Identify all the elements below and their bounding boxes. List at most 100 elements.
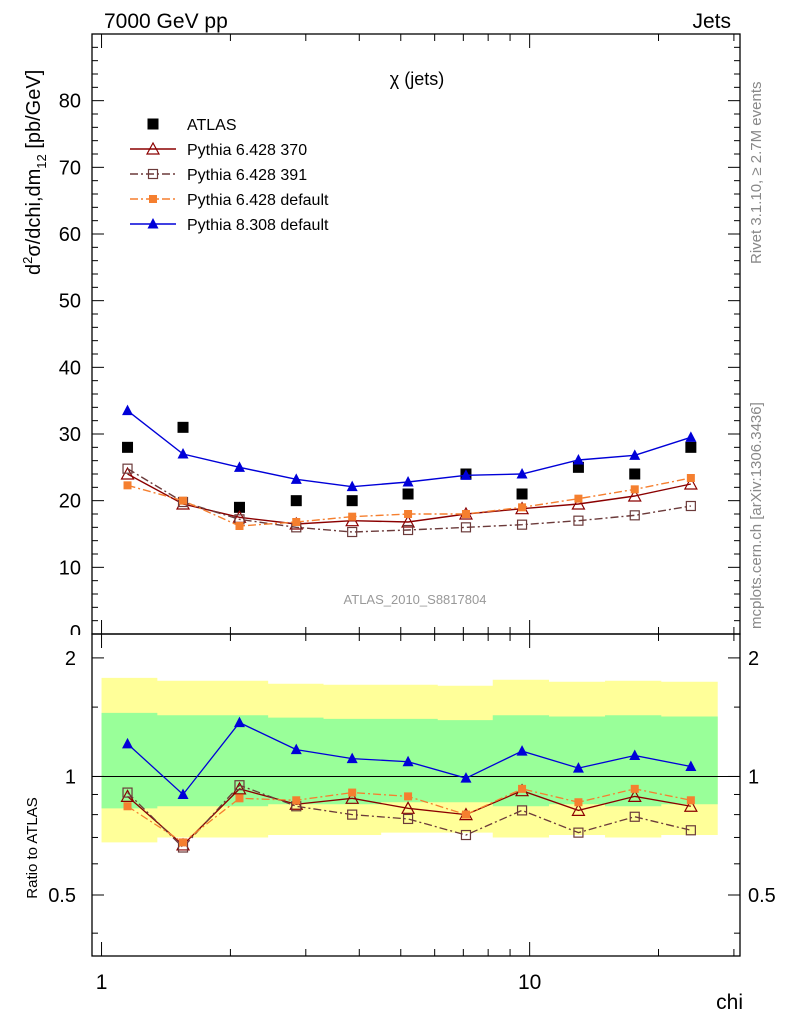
ratio-point-p6_370-10: [683, 799, 698, 812]
main-point-p6_391-5: [402, 524, 414, 536]
main-point-atlas-10: [685, 441, 697, 453]
x-axis-label: chi: [716, 991, 743, 1014]
ratio-line-p6_370: [127, 788, 691, 846]
header-right: Jets: [692, 10, 731, 33]
legend-marker-atlas: [147, 118, 159, 130]
main-point-atlas-1: [177, 421, 189, 433]
legend-marker-p6_391: [147, 168, 159, 180]
ratio-ytick-label-left-2: 2: [65, 648, 76, 670]
main-ytick-label-4: 50: [59, 291, 81, 313]
ratio-ytick-label-right-0: 0.5: [748, 885, 776, 907]
header-left: 7000 GeV pp: [104, 10, 228, 33]
main-point-p6_default-4: [348, 512, 357, 521]
main-ytick-label-1: 20: [59, 491, 81, 513]
ratio-point-p6_default-2: [235, 794, 244, 803]
main-point-p6_391-9: [629, 510, 640, 521]
main-point-p6_default-8: [574, 494, 583, 503]
main-point-p6_default-6: [461, 510, 470, 518]
main-series-p6_391: [122, 463, 696, 538]
main-point-p6_391-10: [685, 500, 696, 512]
main-point-p6_default-0: [123, 481, 132, 490]
main-point-atlas-3: [290, 495, 302, 507]
ratio-ytick-label-right-2: 2: [748, 648, 759, 670]
ratio-point-p6_default-0: [123, 802, 132, 811]
main-point-p6_370-5: [401, 514, 416, 528]
main-point-atlas-2: [233, 501, 245, 513]
main-plot: 10 20 30 40 50 60 70 80 0: [59, 33, 741, 649]
legend-entry-p6_default: Pythia 6.428 default: [130, 192, 329, 209]
ratio-point-p6_default-7: [518, 784, 527, 793]
ratio-point-p6_370-2: [232, 781, 247, 795]
legend: ATLAS Pythia 6.428 370 Pythia 6.428 391 Pyt…: [130, 117, 329, 234]
legend-marker-p6_default: [149, 195, 157, 203]
main-point-atlas-0: [122, 441, 134, 453]
main-ytick-label-5: 60: [59, 224, 81, 246]
ylabel-mid: σ/dchi,dm: [23, 169, 45, 257]
ratio-point-p6_default-4: [348, 788, 357, 797]
legend-label-p8_default: Pythia 8.308 default: [187, 217, 329, 234]
main-point-p8_default-9: [629, 449, 641, 460]
ratio-point-p8_default-5: [402, 755, 414, 767]
main-point-atlas-4: [346, 495, 358, 507]
ratio-point-p6_default-10: [686, 796, 695, 805]
mcplots-label: mcplots.cern.ch [arXiv:1306.3436]: [748, 402, 765, 629]
legend-entry-p6_370: Pythia 6.428 370: [130, 141, 307, 159]
main-ytick-label-0: 10: [59, 557, 81, 579]
ratio-point-p8_default-9: [629, 749, 641, 761]
main-line-p8_default: [127, 410, 692, 488]
ratio-point-p6_default-8: [574, 798, 583, 807]
ratio-point-p6_370-8: [571, 803, 586, 816]
ratio-plot: 0.5 0.5 1 1 2 2 1 10: [48, 633, 776, 994]
main-point-atlas-7: [516, 488, 528, 500]
main-point-p6_370-10: [683, 476, 698, 490]
main-point-p8_default-6: [460, 469, 472, 480]
main-point-p6_default-7: [518, 503, 527, 512]
ratio-point-p6_391-4: [347, 809, 358, 820]
main-point-p8_default-3: [290, 473, 302, 484]
ylabel-sub: 12: [34, 154, 49, 168]
legend-label-p6_370: Pythia 6.428 370: [187, 142, 307, 159]
main-ytick-label-2: 30: [59, 424, 81, 446]
ratio-point-p6_default-3: [292, 796, 301, 805]
ratio-point-p6_391-10: [685, 825, 696, 836]
ratio-point-p8_default-10: [685, 760, 697, 771]
ratio-point-p6_391-0: [122, 787, 133, 798]
main-point-atlas-8: [572, 461, 584, 473]
ratio-point-p6_391-9: [629, 811, 640, 822]
main-point-p8_default-2: [233, 461, 245, 472]
ratio-series-p8_default: [122, 716, 697, 799]
main-point-p6_default-1: [179, 496, 188, 505]
main-line-p6_391: [127, 468, 691, 533]
main-y-axis-label: d2σ/dchi,dm12 [pb/GeV]: [20, 70, 49, 275]
ratio-line-p6_391: [127, 784, 692, 849]
main-point-p6_default-10: [686, 474, 695, 482]
ratio-point-p8_default-4: [346, 752, 358, 764]
ratio-point-p6_default-1: [179, 838, 188, 847]
main-point-p6_370-8: [571, 496, 586, 510]
xtick-label-0: 1: [96, 971, 108, 994]
ratio-point-p8_default-2: [233, 716, 245, 728]
ratio-point-p6_default-6: [461, 810, 470, 819]
ratio-point-p6_default-9: [630, 784, 639, 793]
main-point-atlas-9: [629, 468, 641, 480]
main-ytick-label-3: 40: [59, 357, 81, 379]
main-ytick-label-6: 70: [59, 157, 81, 179]
ratio-ytick-label-left-0: 0.5: [48, 885, 76, 907]
legend-marker-p8_default: [147, 218, 159, 229]
ratio-point-p6_370-9: [627, 789, 642, 802]
ratio-point-p6_391-8: [573, 827, 584, 838]
main-point-p6_default-2: [235, 522, 244, 530]
ratio-point-p6_391-6: [460, 829, 472, 841]
ratio-point-p8_default-8: [572, 762, 584, 773]
main-point-p6_391-4: [347, 526, 358, 538]
main-point-p6_default-3: [292, 518, 301, 526]
ylabel-sup: 2: [20, 257, 35, 264]
legend-label-atlas: ATLAS: [187, 117, 237, 134]
analysis-watermark: ATLAS_2010_S8817804: [344, 592, 487, 607]
legend-entry-atlas: ATLAS: [147, 117, 237, 134]
ratio-ytick-label-right-1: 1: [748, 766, 759, 788]
legend-label-p6_default: Pythia 6.428 default: [187, 192, 329, 209]
ratio-point-p6_default-5: [404, 792, 413, 801]
legend-marker-p6_370: [145, 141, 161, 155]
ratio-y-axis-label: Ratio to ATLAS: [24, 797, 41, 898]
